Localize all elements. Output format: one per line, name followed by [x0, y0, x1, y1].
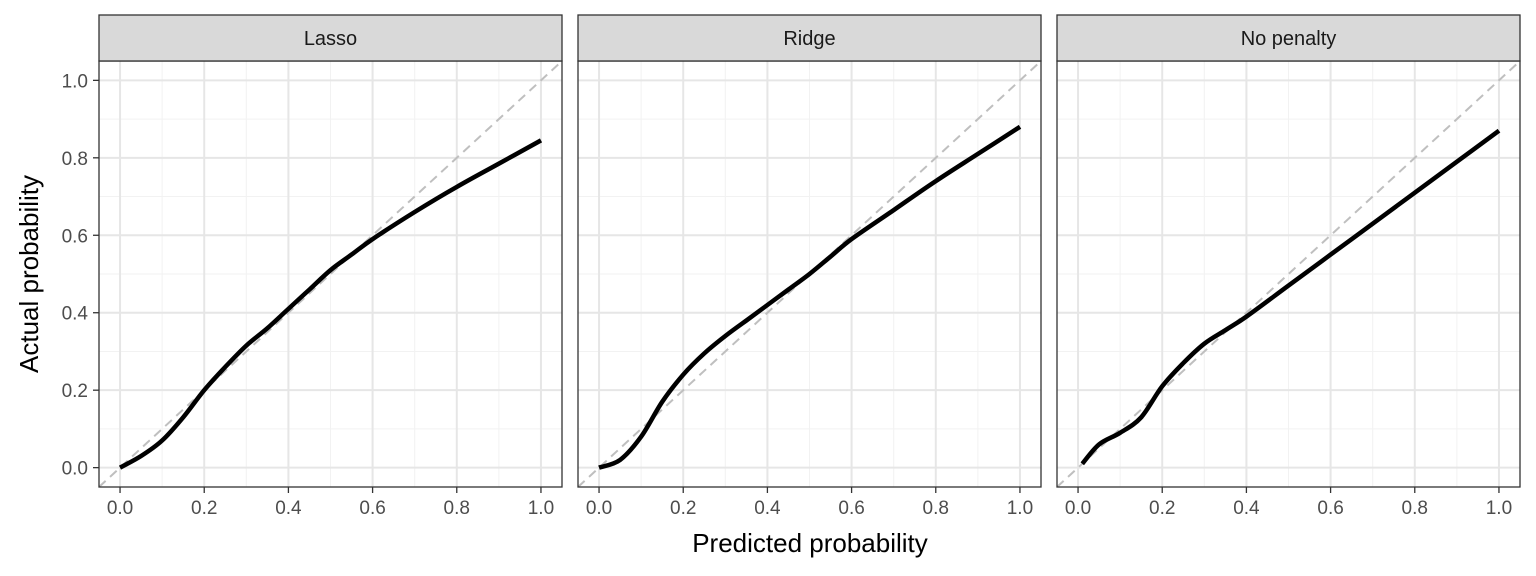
- y-tick-label: 0.2: [62, 381, 88, 402]
- x-tick-label: 0.6: [1317, 498, 1343, 519]
- x-tick-label: 0.0: [1065, 498, 1091, 519]
- x-tick-label: 0.4: [275, 498, 302, 519]
- y-axis-title: Actual probability: [14, 175, 44, 373]
- facet-title: No penalty: [1241, 28, 1337, 50]
- x-tick-label: 0.2: [191, 498, 217, 519]
- facet-strip: [1056, 14, 1521, 62]
- panel-0: Lasso 0.0 0.2 0.4 0.6 0.8 1.0 0.0 0.2 0.4 0.6 0.8 1.…: [62, 14, 563, 519]
- x-tick-label: 0.4: [1233, 498, 1260, 519]
- facet-strip: [98, 14, 563, 62]
- x-tick-label: 0.8: [444, 498, 470, 519]
- panel-1: Ridge 0.0 0.2 0.4 0.6 0.8 1.0: [577, 14, 1042, 519]
- facet-title: Lasso: [304, 28, 357, 50]
- x-tick-label: 0.4: [754, 498, 781, 519]
- x-tick-label: 0.8: [1402, 498, 1428, 519]
- calibration-curve: [1080, 128, 1501, 466]
- x-tick-label: 1.0: [1486, 498, 1512, 519]
- facet-strip: [577, 14, 1042, 62]
- x-tick-label: 0.2: [670, 498, 696, 519]
- x-tick-label: 0.0: [107, 498, 133, 519]
- y-tick-label: 1.0: [62, 71, 88, 92]
- calibration-curve: [598, 124, 1022, 470]
- y-tick-label: 0.8: [62, 149, 88, 170]
- x-tick-label: 0.6: [838, 498, 864, 519]
- x-axis-title: Predicted probability: [692, 528, 928, 558]
- x-tick-label: 0.6: [359, 498, 385, 519]
- y-tick-label: 0.0: [62, 459, 88, 480]
- panel-2: No penalty 0.0 0.2 0.4 0.6 0.8 1.0: [1056, 14, 1521, 519]
- x-tick-label: 0.8: [923, 498, 949, 519]
- y-tick-label: 0.6: [62, 226, 88, 247]
- x-tick-label: 1.0: [1007, 498, 1033, 519]
- x-tick-label: 0.0: [586, 498, 612, 519]
- x-tick-label: 1.0: [528, 498, 554, 519]
- x-tick-label: 0.2: [1149, 498, 1175, 519]
- facet-title: Ridge: [783, 28, 835, 50]
- calibration-curve: [118, 138, 543, 470]
- y-tick-label: 0.4: [62, 304, 89, 325]
